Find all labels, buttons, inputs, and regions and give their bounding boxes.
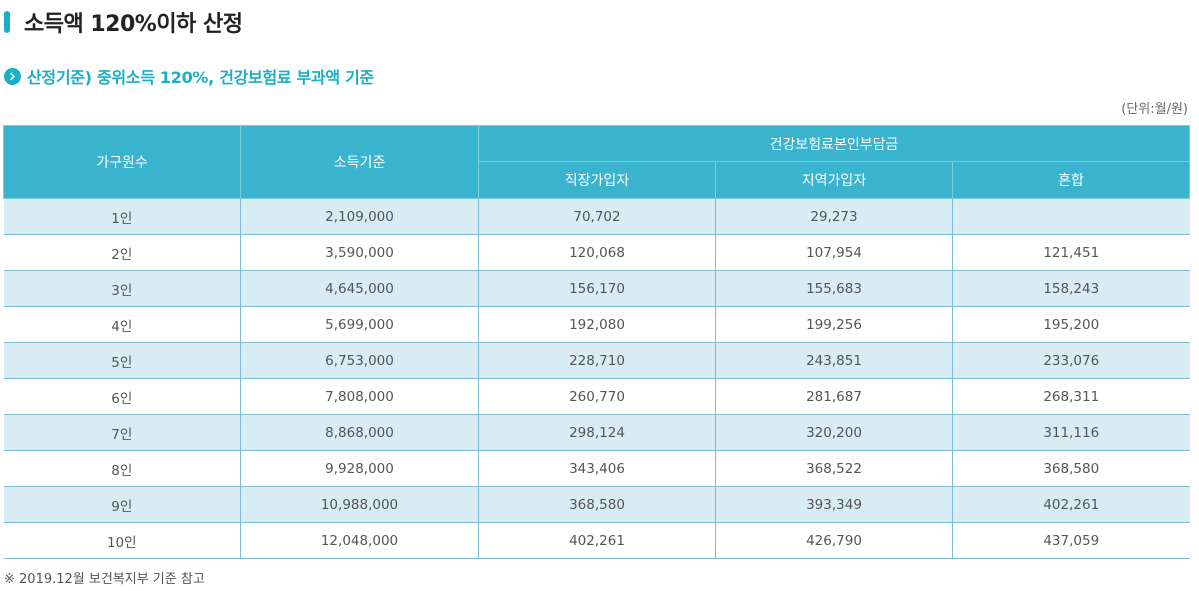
cell-mixed: 195,200 (951, 306, 1190, 343)
cell-regional: 107,954 (715, 234, 953, 271)
cell-mixed: 437,059 (951, 522, 1190, 559)
header-employee: 직장가입자 (478, 161, 716, 199)
cell-household: 1인 (3, 198, 241, 235)
subtitle-text: 산정기준) 중위소득 120%, 건강보험료 부과액 기준 (27, 68, 374, 87)
cell-household: 4인 (3, 306, 241, 343)
header-insurance-group: 건강보험료본인부담금 (477, 125, 1191, 162)
cell-employee: 343,406 (478, 450, 716, 487)
cell-regional: 243,851 (715, 342, 953, 379)
cell-mixed: 158,243 (951, 270, 1190, 307)
cell-employee: 402,261 (478, 522, 716, 559)
cell-employee: 120,068 (478, 234, 716, 271)
cell-regional: 199,256 (715, 306, 953, 343)
table-row: 8인 9,928,000 343,406 368,522 368,580 (3, 450, 1190, 487)
cell-income: 12,048,000 (240, 522, 479, 559)
header-mixed: 혼합 (951, 161, 1191, 199)
cell-employee: 368,580 (478, 486, 716, 523)
header-regional: 지역가입자 (715, 161, 953, 199)
cell-employee: 192,080 (478, 306, 716, 343)
cell-mixed: 402,261 (951, 486, 1190, 523)
cell-household: 6인 (3, 378, 241, 415)
cell-mixed: 368,580 (951, 450, 1190, 487)
header-household: 가구원수 (3, 125, 241, 199)
cell-regional: 426,790 (715, 522, 953, 559)
table-row: 2인 3,590,000 120,068 107,954 121,451 (3, 234, 1190, 271)
footnote: ※ 2019.12월 보건복지부 기준 참고 (4, 572, 205, 587)
unit-label: (단위:월/원) (1121, 102, 1188, 117)
cell-income: 3,590,000 (240, 234, 479, 271)
cell-household: 2인 (3, 234, 241, 271)
cell-regional: 393,349 (715, 486, 953, 523)
chevron-right-circle-icon (4, 67, 21, 85)
cell-regional: 29,273 (715, 198, 953, 235)
cell-mixed (951, 198, 1190, 235)
cell-household: 10인 (3, 522, 241, 559)
cell-employee: 298,124 (478, 414, 716, 451)
table-row: 1인 2,109,000 70,702 29,273 (3, 198, 1190, 235)
cell-employee: 260,770 (478, 378, 716, 415)
table-row: 3인 4,645,000 156,170 155,683 158,243 (3, 270, 1190, 307)
table-row: 6인 7,808,000 260,770 281,687 268,311 (3, 378, 1190, 415)
cell-household: 8인 (3, 450, 241, 487)
cell-employee: 156,170 (478, 270, 716, 307)
cell-income: 6,753,000 (240, 342, 479, 379)
income-standard-table: 가구원수 소득기준 건강보험료본인부담금 직장가입자 지역가입자 혼합 1인 2… (3, 125, 1191, 559)
page-title: 소득액 120%이하 산정 (4, 6, 243, 38)
cell-income: 5,699,000 (240, 306, 479, 343)
cell-income: 10,988,000 (240, 486, 479, 523)
page-title-text: 소득액 120%이하 산정 (24, 12, 243, 37)
title-accent-bar (4, 11, 10, 33)
cell-regional: 320,200 (715, 414, 953, 451)
cell-mixed: 233,076 (951, 342, 1190, 379)
cell-mixed: 121,451 (951, 234, 1190, 271)
cell-income: 4,645,000 (240, 270, 479, 307)
table-row: 9인 10,988,000 368,580 393,349 402,261 (3, 486, 1190, 523)
cell-income: 8,868,000 (240, 414, 479, 451)
cell-household: 7인 (3, 414, 241, 451)
header-income: 소득기준 (240, 125, 479, 199)
cell-household: 9인 (3, 486, 241, 523)
table-row: 5인 6,753,000 228,710 243,851 233,076 (3, 342, 1190, 379)
section-subtitle: 산정기준) 중위소득 120%, 건강보험료 부과액 기준 (4, 64, 374, 88)
cell-household: 5인 (3, 342, 241, 379)
cell-mixed: 268,311 (951, 378, 1190, 415)
cell-income: 9,928,000 (240, 450, 479, 487)
cell-regional: 281,687 (715, 378, 953, 415)
cell-household: 3인 (3, 270, 241, 307)
table-row: 7인 8,868,000 298,124 320,200 311,116 (3, 414, 1190, 451)
cell-income: 2,109,000 (240, 198, 479, 235)
cell-regional: 155,683 (715, 270, 953, 307)
cell-mixed: 311,116 (951, 414, 1190, 451)
cell-regional: 368,522 (715, 450, 953, 487)
table-row: 4인 5,699,000 192,080 199,256 195,200 (3, 306, 1190, 343)
table-row: 10인 12,048,000 402,261 426,790 437,059 (3, 522, 1190, 559)
cell-employee: 70,702 (478, 198, 716, 235)
cell-employee: 228,710 (478, 342, 716, 379)
cell-income: 7,808,000 (240, 378, 479, 415)
